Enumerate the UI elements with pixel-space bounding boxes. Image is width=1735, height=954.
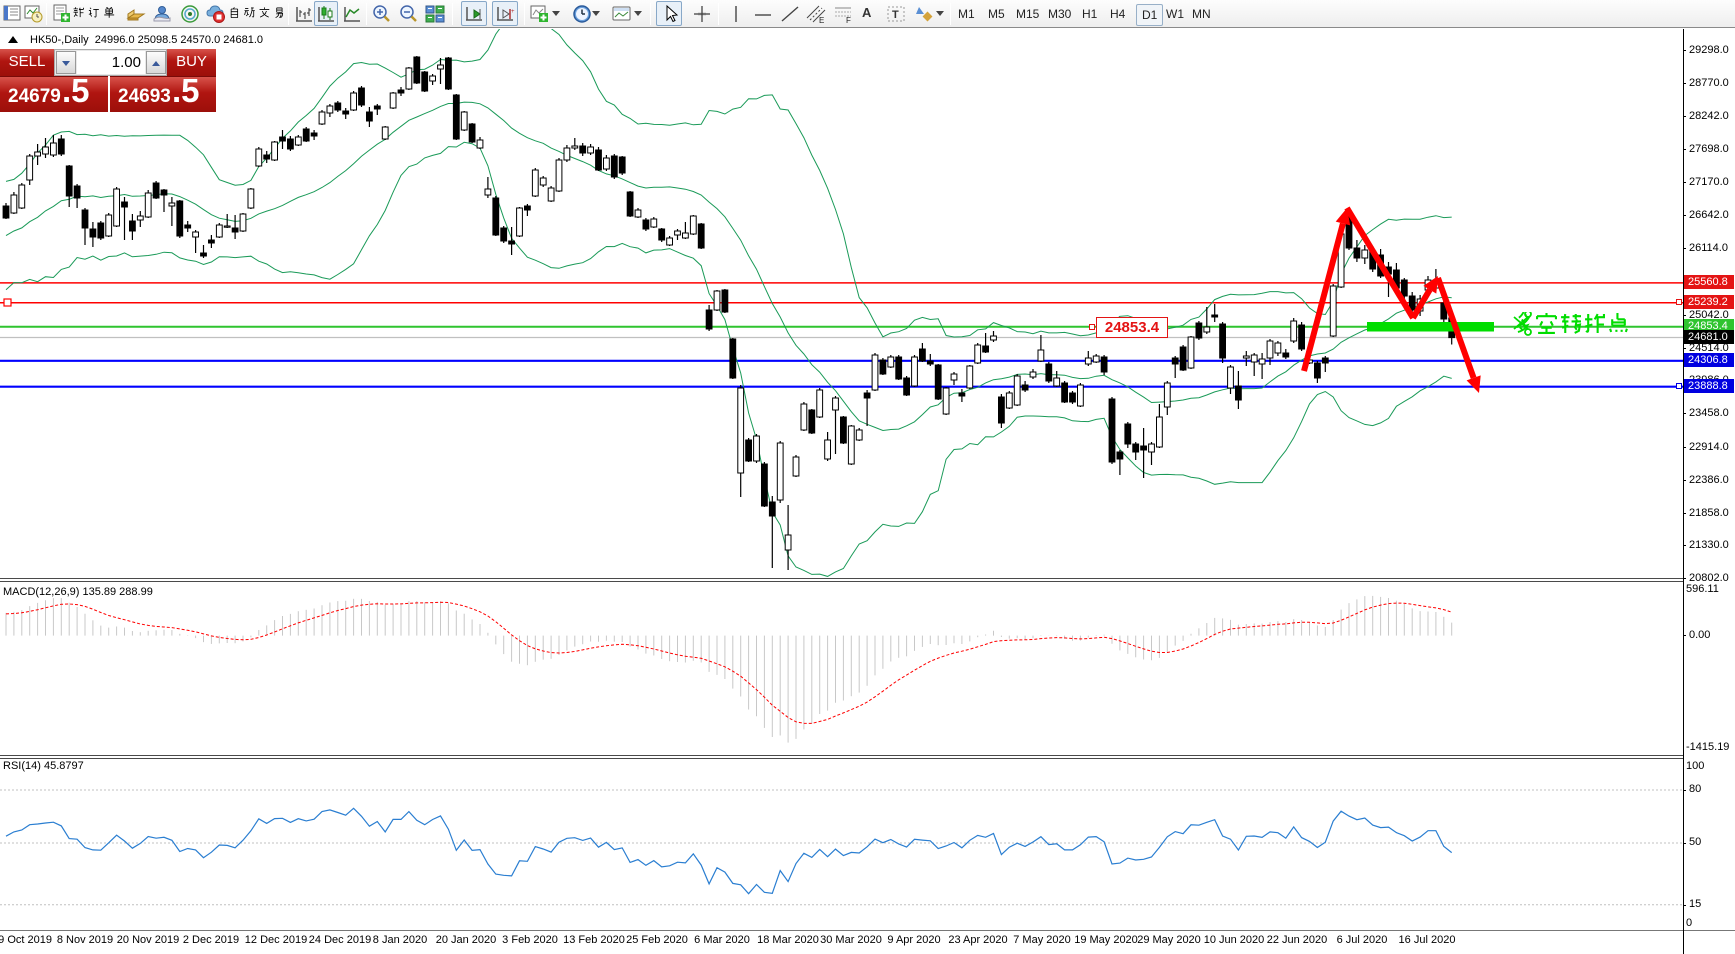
svg-text:+: + — [511, 9, 515, 15]
svg-text:E: E — [819, 16, 824, 24]
svg-text:F: F — [846, 16, 851, 24]
svg-text:T: T — [892, 9, 899, 21]
